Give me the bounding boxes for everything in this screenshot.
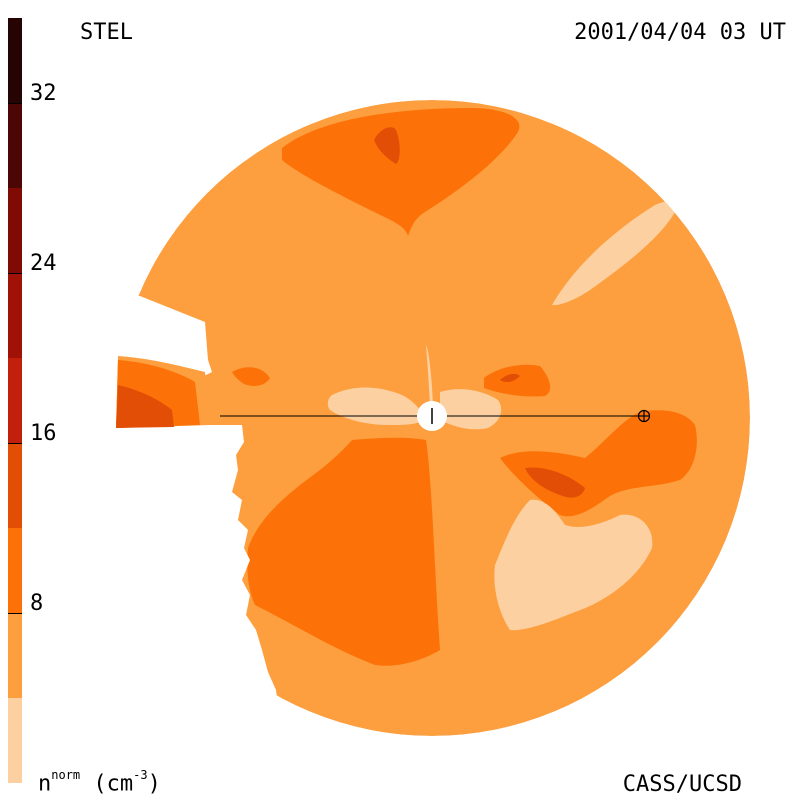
unit-rest: (cm [80, 771, 134, 797]
colorbar-tick-label: 32 [30, 81, 57, 106]
unit-close: ) [147, 771, 161, 797]
credit-label: CASS/UCSD [622, 772, 742, 797]
colorbar-tick-mark [8, 443, 22, 444]
density-region [552, 201, 676, 306]
density-region [484, 364, 551, 397]
colorbar-segment [8, 358, 22, 443]
density-region [500, 373, 520, 383]
colorbar-segment [8, 273, 22, 358]
density-region [247, 437, 440, 666]
colorbar [8, 18, 22, 783]
unit-superscript: norm [51, 768, 81, 782]
colorbar-tick-label: 8 [30, 591, 44, 616]
colorbar-segment [8, 698, 22, 783]
colorbar-tick-mark [8, 613, 22, 614]
density-region [440, 389, 502, 430]
colorbar-segment [8, 443, 22, 528]
colorbar-tick-label: 16 [30, 421, 57, 446]
colorbar-segment [8, 18, 22, 103]
instrument-label: STEL [80, 20, 133, 45]
density-region [282, 108, 520, 236]
colorbar-unit-label: nnorm (cm-3) [38, 769, 161, 797]
overlay-layer [220, 401, 651, 431]
density-region [494, 499, 653, 631]
unit-base: n [38, 771, 52, 797]
colorbar-segment [8, 613, 22, 698]
colorbar-tick-label: 24 [30, 251, 57, 276]
timestamp-label: 2001/04/04 03 UT [574, 20, 786, 45]
colorbar-segment [8, 528, 22, 613]
unit-exponent: -3 [133, 768, 148, 782]
density-region [374, 127, 400, 164]
density-region [232, 367, 270, 386]
colorbar-tick-mark [8, 273, 22, 274]
colorbar-segment [8, 103, 22, 188]
density-region [116, 385, 174, 428]
left-wedge-layer [116, 356, 210, 428]
density-region [525, 467, 585, 498]
density-region [426, 345, 433, 410]
colorbar-segment [8, 188, 22, 273]
colorbar-tick-mark [8, 103, 22, 104]
